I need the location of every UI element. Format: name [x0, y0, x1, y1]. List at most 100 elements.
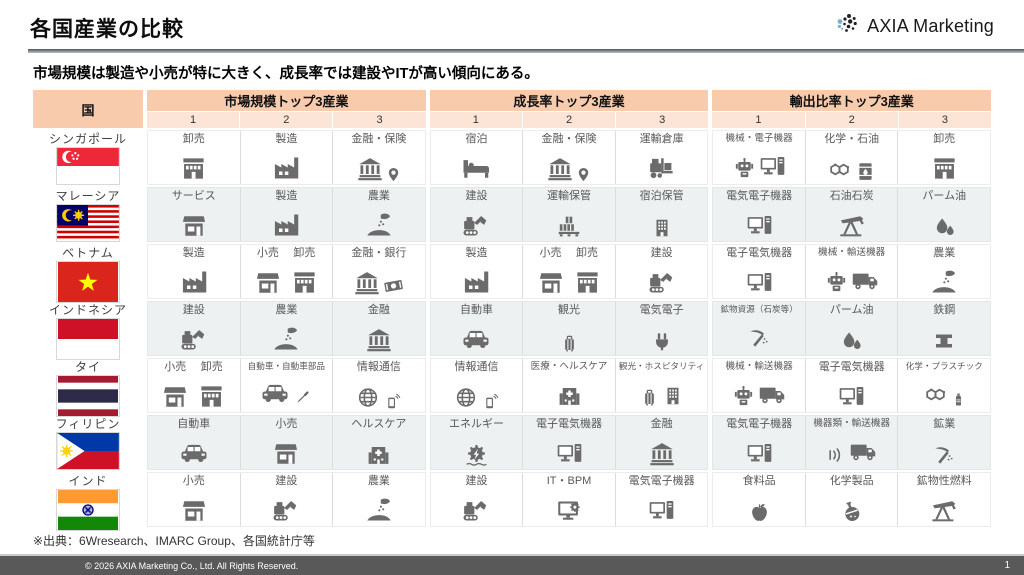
- apple-icon: [748, 501, 771, 524]
- rank-group: 建設 運輸保管 宿泊保管: [429, 187, 709, 242]
- industry-item: 自動車: [460, 304, 493, 353]
- oilpump-icon: [930, 496, 958, 524]
- industry-icons: [932, 434, 956, 467]
- plug-icon: [651, 331, 673, 353]
- industry-icons: [647, 149, 677, 182]
- industry-item: 医療・ヘルスケア: [531, 361, 607, 408]
- industry-item: 機械・輸送機器: [818, 247, 885, 294]
- rank-group: 卸売 製造 金融・保険: [147, 130, 426, 185]
- rank-label: 1: [147, 112, 240, 128]
- rank-subheader: 1 2 3: [429, 112, 709, 128]
- industry-icons: [162, 377, 188, 410]
- rank-group: 自動車 小売 ヘルスケア: [147, 415, 426, 470]
- industry-item: 電気電子: [640, 304, 684, 353]
- group-header-market-size: 市場規模トップ3産業 1 2 3: [147, 90, 426, 128]
- industry-label: 機械・輸送機器: [818, 247, 886, 258]
- industry-item: 石油石炭: [830, 190, 874, 239]
- industry-icons: [291, 263, 318, 296]
- industry-label: 小売: [164, 361, 187, 373]
- country-cell: マレーシア: [33, 187, 143, 242]
- group-title: 市場規模トップ3産業: [147, 90, 426, 111]
- key-message: 市場規模は製造や小売が特に大きく、成長率では建設やITが高い傾向にある。: [33, 66, 539, 82]
- industry-cell: 化学・プラスチック: [897, 359, 990, 412]
- industry-icons: [356, 377, 401, 410]
- industry-label: 情報通信: [454, 361, 499, 373]
- industry-cell: 小売: [239, 416, 333, 469]
- country-name: フィリピン: [55, 417, 121, 431]
- shop-icon: [273, 441, 299, 467]
- shop2-icon: [931, 155, 958, 182]
- industry-icons: [179, 434, 209, 467]
- car-icon: [260, 377, 290, 407]
- industry-label: 宿泊保管: [639, 190, 684, 202]
- oilpump-icon: [838, 211, 866, 239]
- country-cell: インド: [33, 472, 143, 531]
- country-name: シンガポール: [48, 132, 127, 146]
- hospital-icon: [557, 383, 582, 408]
- industry-item: 建設: [179, 304, 209, 353]
- industry-cell: 運輸倉庫: [614, 131, 708, 184]
- bottle-icon: [951, 392, 966, 407]
- industry-label: 運輸保管: [547, 190, 592, 202]
- industry-icons: [556, 434, 583, 467]
- country-column-header: 国: [33, 90, 143, 128]
- factory-icon: [272, 154, 300, 182]
- industry-label: サービス: [171, 190, 216, 202]
- industry-cell: 建設: [431, 473, 523, 526]
- industry-item: 卸売: [291, 247, 318, 296]
- industry-icons: [271, 491, 301, 524]
- industry-item: 運輸倉庫: [640, 133, 684, 182]
- page-number: 1: [1004, 560, 1010, 571]
- shop-icon: [181, 498, 207, 524]
- industry-label: 鉱物性燃料: [916, 475, 972, 487]
- industry-label: 食料品: [742, 475, 776, 487]
- industry-label: 農業: [367, 475, 390, 487]
- excavator-icon: [461, 494, 491, 524]
- robot-icon: [732, 385, 755, 408]
- industry-cell: 電気電子機器: [713, 188, 805, 241]
- industry-label: 鉱業: [933, 418, 956, 430]
- globe-icon: [454, 385, 479, 410]
- table-header: 国 市場規模トップ3産業 1 2 3 成長率トップ3産業 1 2 3 輸出比率ト…: [33, 90, 992, 128]
- rank-group: 建設 IT・BPM 電気電子機器: [429, 472, 709, 527]
- industry-item: 金融・保険: [351, 133, 406, 182]
- rank-label: 2: [805, 112, 898, 128]
- industry-icons: [461, 149, 491, 182]
- country-cell: ベトナム: [33, 244, 143, 303]
- steel-icon: [932, 329, 956, 353]
- logo-text: AXIA Marketing: [867, 16, 994, 36]
- industry-cell: 農業: [897, 245, 990, 298]
- industry-cell: 建設: [614, 245, 708, 298]
- industry-label: 製造: [275, 133, 298, 145]
- industry-icons: [547, 149, 591, 182]
- industry-icons: [462, 263, 490, 296]
- industry-label: 機器類・輸送機器: [813, 418, 891, 429]
- industry-icons: [840, 491, 864, 524]
- table-row: タイ 小売 卸売 自動車・自動車部品 情報通信 情報通信 医療・ヘルスケア 観光・ホスピタリテ…: [33, 358, 992, 417]
- industry-label: 建設: [465, 475, 488, 487]
- industry-icons: [181, 206, 207, 239]
- industry-cell: ヘルスケア: [332, 416, 425, 469]
- industry-icons: [366, 320, 392, 353]
- rank-group: 情報通信 医療・ヘルスケア 観光・ホスピタリティ: [429, 358, 709, 413]
- industry-cell: 電気電子機器: [614, 473, 708, 526]
- rank-label: 2: [240, 112, 333, 128]
- industry-item: 金融・保険: [542, 133, 597, 182]
- shop-icon: [162, 384, 188, 410]
- factory-icon: [462, 268, 490, 296]
- table-row: ベトナム 製造 小売 卸売 金融・銀行 製造 小売 卸売 建設 電子電気機器 機械・輸送機器 農業: [33, 244, 992, 303]
- industry-item: 宿泊: [461, 133, 491, 182]
- bed-icon: [461, 152, 491, 182]
- molecule-icon: [827, 157, 852, 182]
- industry-label: 金融: [367, 304, 390, 316]
- computer-icon: [838, 383, 865, 410]
- industry-item: 製造: [462, 247, 490, 296]
- bank-icon: [357, 156, 383, 182]
- industry-icons: [923, 374, 966, 407]
- industry-label: 情報通信: [356, 361, 401, 373]
- industry-icons: [825, 261, 879, 294]
- industry-icons: [180, 149, 207, 182]
- pickaxe-icon: [932, 443, 956, 467]
- industry-icons: [648, 491, 675, 524]
- industry-item: 卸売: [574, 247, 601, 296]
